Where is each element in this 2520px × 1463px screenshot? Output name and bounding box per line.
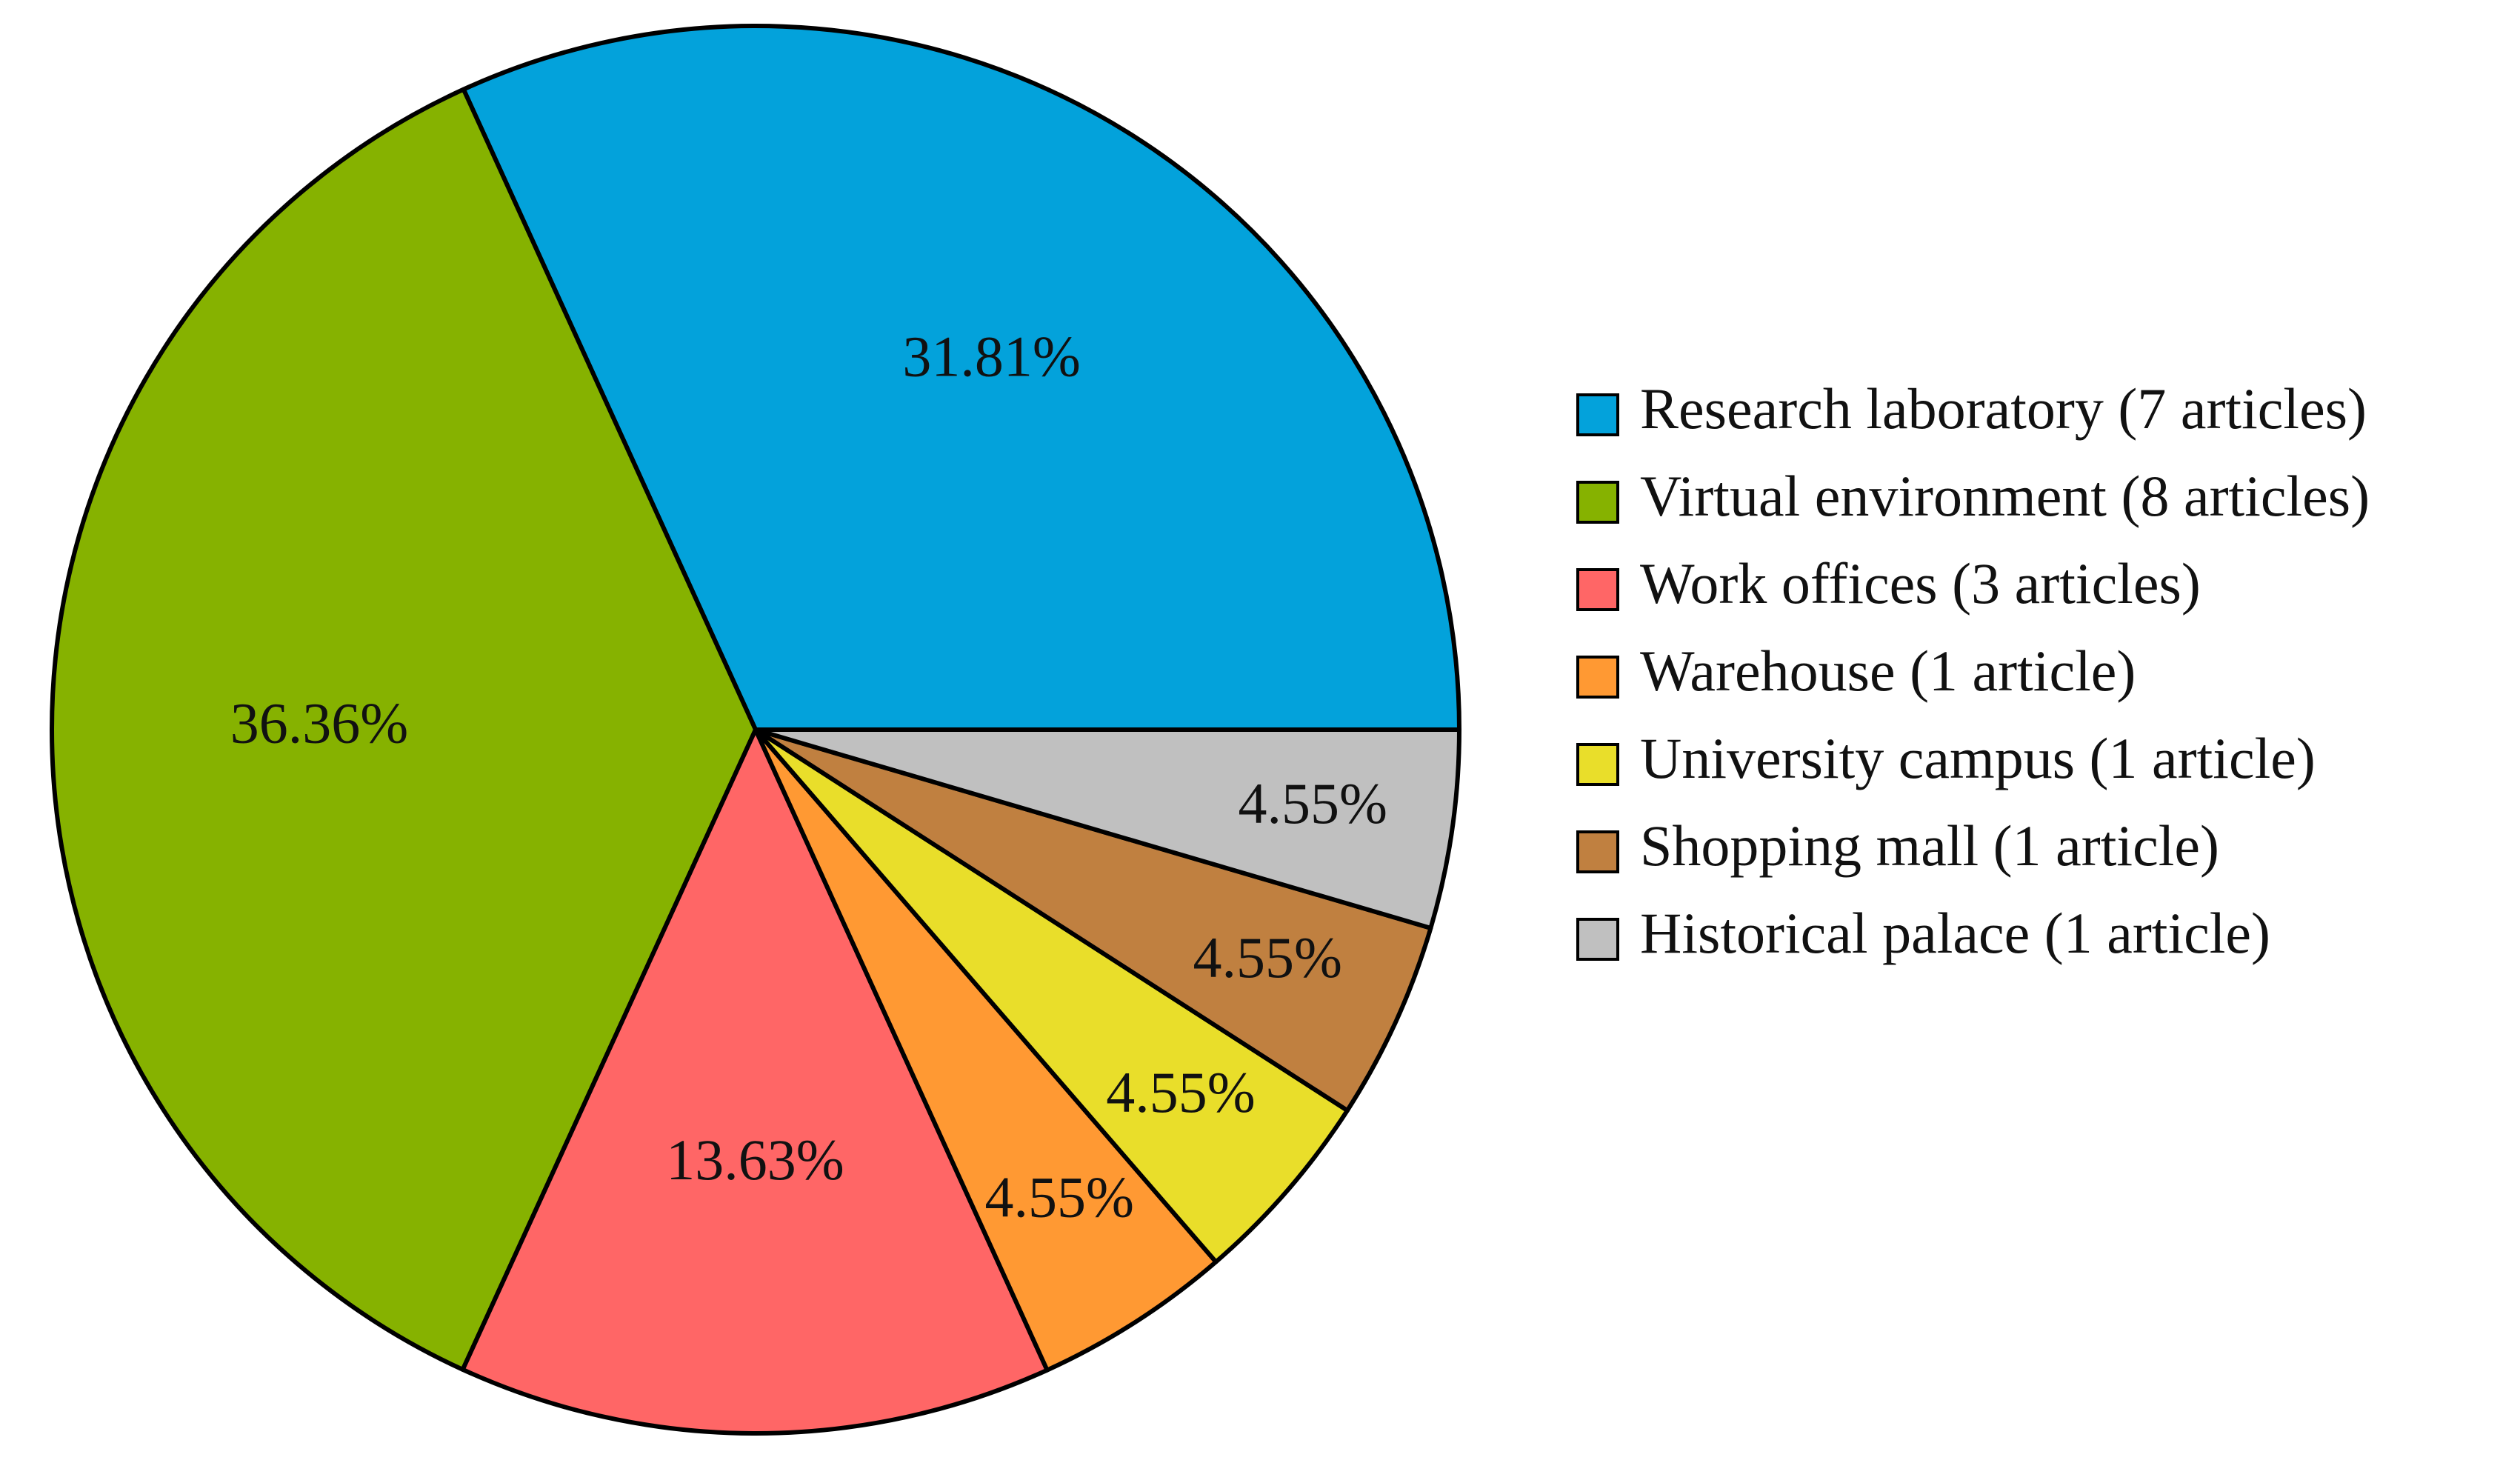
legend-swatch-6 [1576,918,1619,961]
legend-label-3: Warehouse (1 article) [1640,639,2136,703]
pie-data-labels: 31.81% 36.36% 13.63% 4.55% 4.55% 4.55% 4.55% [230,324,1387,1229]
pie-slice-0 [461,24,1461,732]
pie-data-label-2: 13.63% [666,1127,844,1192]
legend-label-2: Work offices (3 articles) [1640,551,2201,616]
pie-slice-5 [753,727,1433,1113]
legend-label-6: Historical palace (1 article) [1640,901,2270,965]
pie-data-label-6: 4.55% [1239,771,1387,836]
pie-slice-4 [753,727,1350,1264]
pie-data-label-5: 4.55% [1193,925,1341,990]
pie-slice-1 [50,87,758,1372]
pie-data-label-3: 4.55% [985,1165,1134,1230]
legend-swatch-0 [1576,393,1619,436]
legend-swatch-4 [1576,743,1619,786]
legend-label-1: Virtual environment (8 articles) [1640,464,2370,528]
pie-data-label-1: 36.36% [230,691,408,756]
pie-slice-2 [460,727,1050,1436]
legend: Research laboratory (7 articles) Virtual … [1576,376,2370,965]
pie-slice-6 [753,727,1461,930]
legend-label-5: Shopping mall (1 article) [1640,813,2219,878]
legend-label-0: Research laboratory (7 articles) [1640,376,2367,441]
pie-data-label-4: 4.55% [1106,1060,1255,1124]
legend-label-4: University campus (1 article) [1640,726,2316,790]
legend-swatch-5 [1576,830,1619,873]
legend-swatch-3 [1576,656,1619,699]
pie-slices [50,24,1461,1436]
legend-swatch-1 [1576,481,1619,524]
pie-data-label-0: 31.81% [902,324,1080,388]
pie-slice-3 [753,727,1219,1373]
legend-swatch-2 [1576,568,1619,611]
